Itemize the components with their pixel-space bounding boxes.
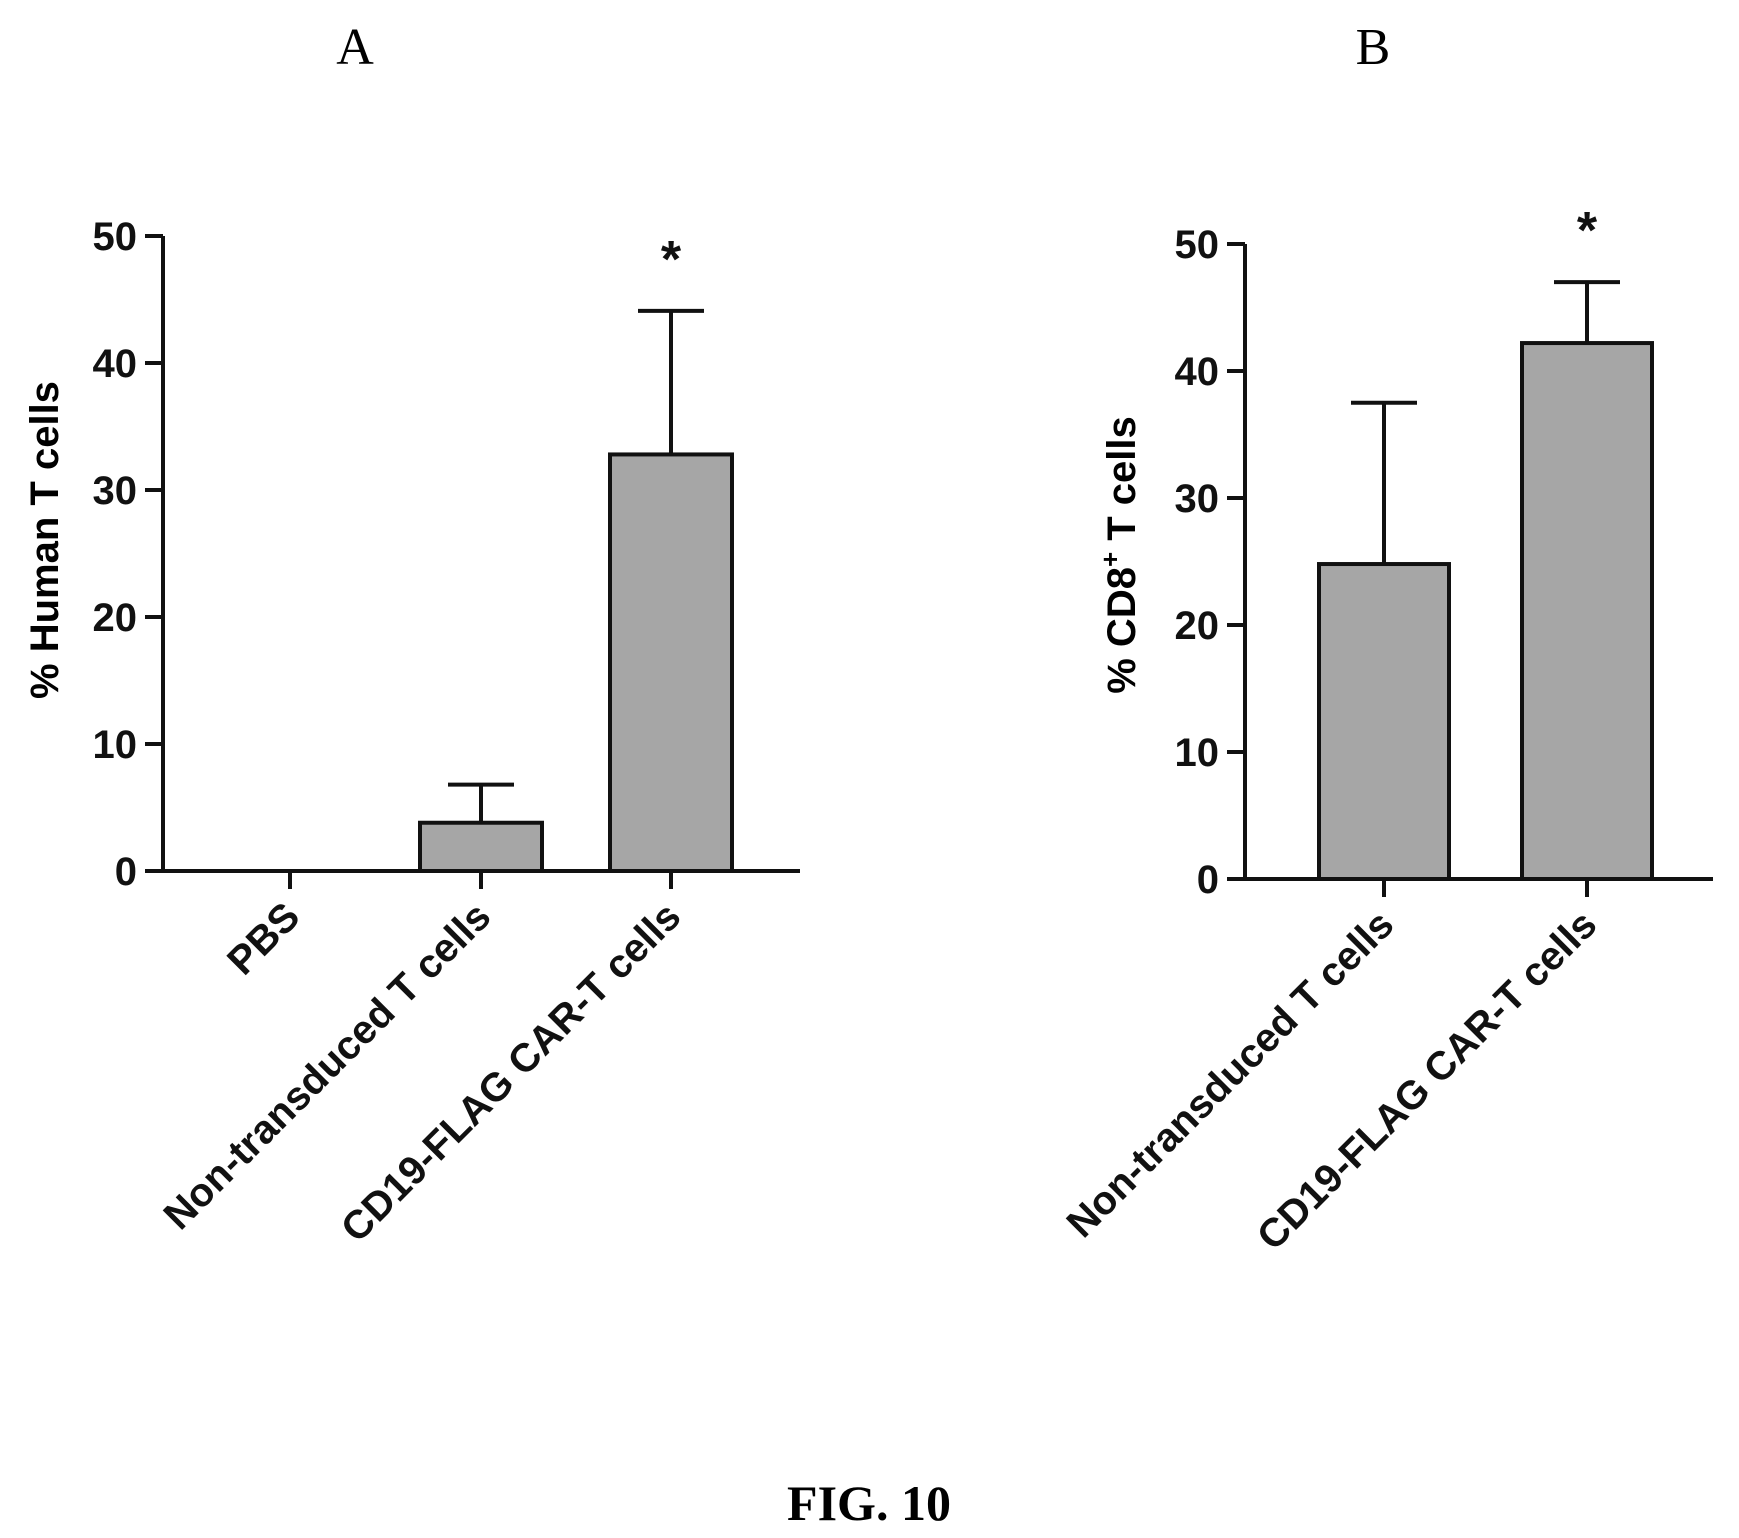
figure-caption: FIG. 10 [787,1475,951,1531]
panel-b-y-label-superscript: + [1095,552,1125,567]
panel-b-y-tick-label: 10 [1175,731,1220,775]
panel-a-significance-marker: * [661,231,682,289]
panel-b-significance-marker: * [1577,202,1598,260]
panel-b-y-tick-label: 30 [1175,477,1220,521]
panel-b-y-tick-label: 20 [1175,604,1220,648]
panel-b-y-tick-label: 50 [1175,223,1220,267]
panel-a-y-tick-label: 10 [93,723,138,767]
panel-b-y-axis-label: % CD8+ T cells [1095,416,1144,694]
panel-b-bar [1520,341,1654,881]
panel-a-label: A [336,19,374,76]
panel-b-bar [1317,562,1451,881]
panel-b-label: B [1356,19,1391,76]
panel-a-y-tick-label: 0 [115,850,137,894]
panel-a-y-tick-label: 20 [93,596,138,640]
panel-b-y-label-prefix: % CD8 [1100,567,1144,694]
panel-a-y-tick-label: 40 [93,342,138,386]
panel-a-y-tick-label: 30 [93,469,138,513]
panel-a-y-axis-label: % Human T cells [23,381,67,699]
panel-b-y-label-suffix: T cells [1100,416,1144,552]
panel-a-bar [418,820,544,873]
panel-a-y-tick-label: 50 [93,215,138,259]
panel-a-bar [608,452,734,873]
panel-b-y-tick-label: 40 [1175,350,1220,394]
panel-b-y-tick-label: 0 [1197,858,1219,902]
